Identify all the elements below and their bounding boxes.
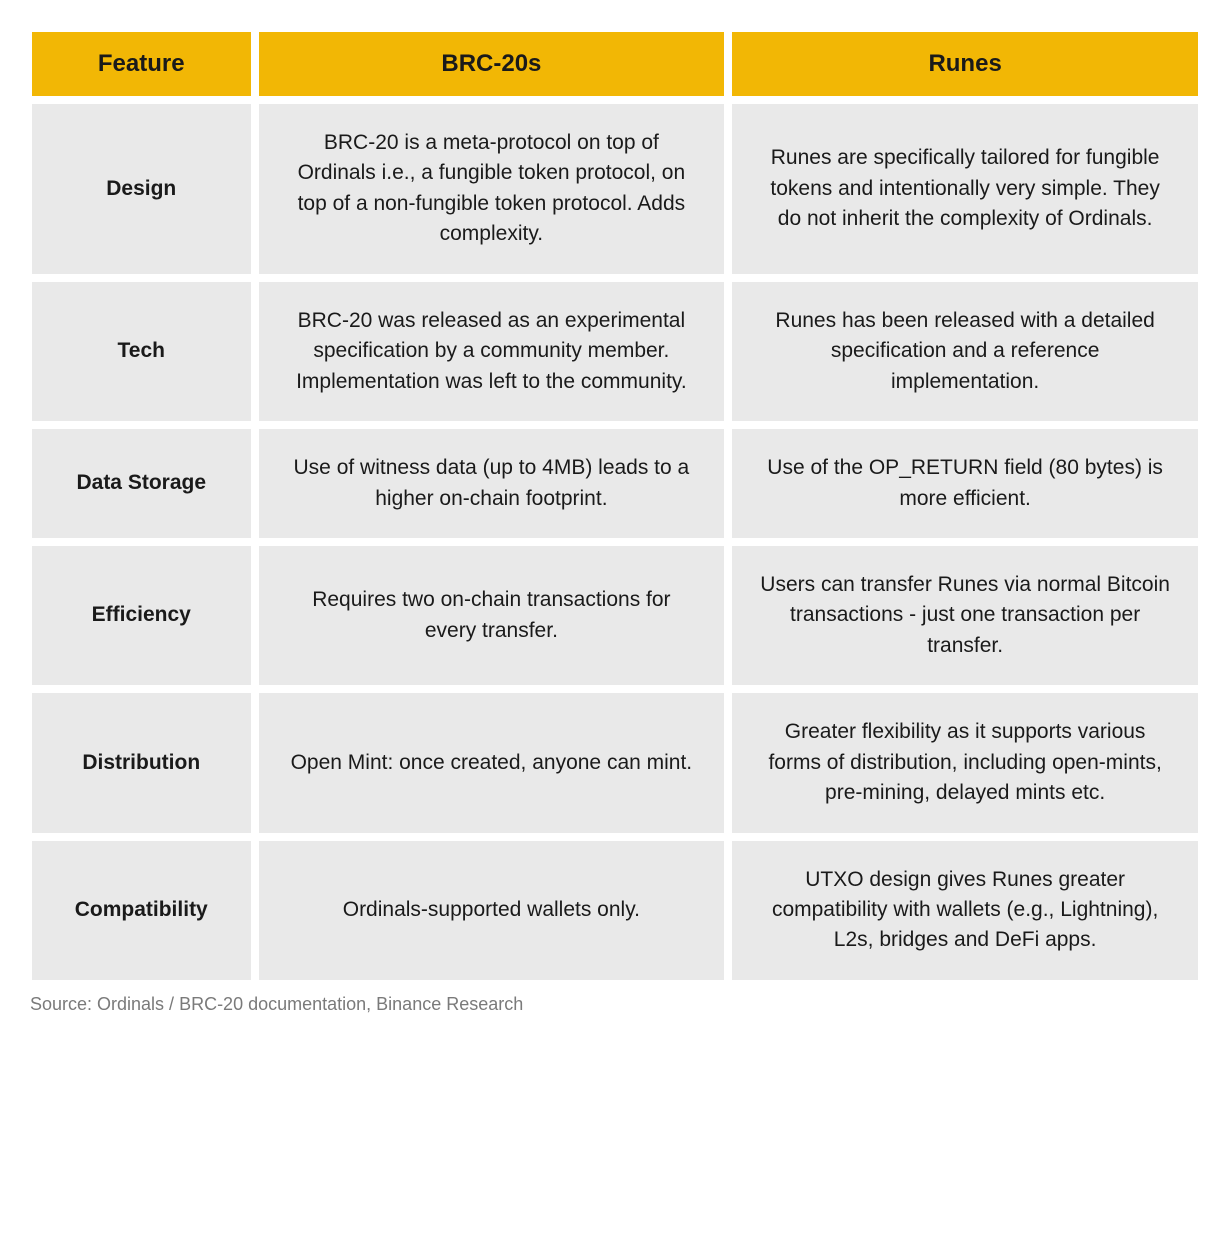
brc20-cell: Open Mint: once created, anyone can mint…	[259, 693, 725, 832]
brc20-cell: Use of witness data (up to 4MB) leads to…	[259, 429, 725, 538]
feature-cell: Design	[32, 104, 251, 274]
comparison-table: Feature BRC-20s Runes DesignBRC-20 is a …	[24, 24, 1206, 988]
table-row: DistributionOpen Mint: once created, any…	[32, 693, 1198, 832]
brc20-cell: BRC-20 was released as an experimental s…	[259, 282, 725, 421]
feature-cell: Distribution	[32, 693, 251, 832]
source-attribution: Source: Ordinals / BRC-20 documentation,…	[24, 994, 1206, 1015]
table-row: TechBRC-20 was released as an experiment…	[32, 282, 1198, 421]
feature-cell: Data Storage	[32, 429, 251, 538]
feature-cell: Tech	[32, 282, 251, 421]
runes-cell: Users can transfer Runes via normal Bitc…	[732, 546, 1198, 685]
table-row: Data StorageUse of witness data (up to 4…	[32, 429, 1198, 538]
runes-cell: Runes are specifically tailored for fung…	[732, 104, 1198, 274]
table-row: DesignBRC-20 is a meta-protocol on top o…	[32, 104, 1198, 274]
brc20-cell: BRC-20 is a meta-protocol on top of Ordi…	[259, 104, 725, 274]
table-row: CompatibilityOrdinals-supported wallets …	[32, 841, 1198, 980]
runes-cell: Use of the OP_RETURN field (80 bytes) is…	[732, 429, 1198, 538]
runes-cell: Runes has been released with a detailed …	[732, 282, 1198, 421]
table-body: DesignBRC-20 is a meta-protocol on top o…	[32, 104, 1198, 980]
header-feature: Feature	[32, 32, 251, 96]
table-header-row: Feature BRC-20s Runes	[32, 32, 1198, 96]
brc20-cell: Requires two on-chain transactions for e…	[259, 546, 725, 685]
feature-cell: Compatibility	[32, 841, 251, 980]
brc20-cell: Ordinals-supported wallets only.	[259, 841, 725, 980]
runes-cell: UTXO design gives Runes greater compatib…	[732, 841, 1198, 980]
header-brc20: BRC-20s	[259, 32, 725, 96]
runes-cell: Greater flexibility as it supports vario…	[732, 693, 1198, 832]
table-row: EfficiencyRequires two on-chain transact…	[32, 546, 1198, 685]
feature-cell: Efficiency	[32, 546, 251, 685]
header-runes: Runes	[732, 32, 1198, 96]
